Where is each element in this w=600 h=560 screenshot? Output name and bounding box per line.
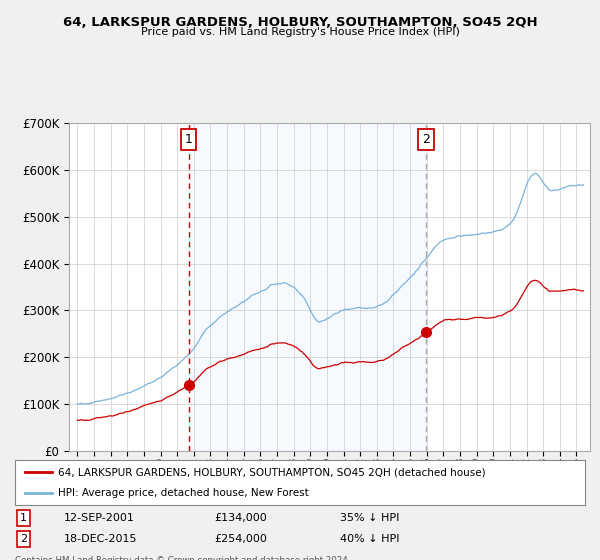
Text: 18-DEC-2015: 18-DEC-2015 (64, 534, 137, 544)
Text: £134,000: £134,000 (215, 513, 267, 522)
Text: Price paid vs. HM Land Registry's House Price Index (HPI): Price paid vs. HM Land Registry's House … (140, 27, 460, 37)
Text: 1: 1 (185, 133, 193, 146)
Text: 64, LARKSPUR GARDENS, HOLBURY, SOUTHAMPTON, SO45 2QH: 64, LARKSPUR GARDENS, HOLBURY, SOUTHAMPT… (62, 16, 538, 29)
Text: 1: 1 (20, 513, 27, 522)
Text: 35% ↓ HPI: 35% ↓ HPI (340, 513, 399, 522)
Text: £254,000: £254,000 (215, 534, 268, 544)
Text: 40% ↓ HPI: 40% ↓ HPI (340, 534, 400, 544)
Bar (189, 123, 426, 451)
Text: 2: 2 (422, 133, 430, 146)
Text: Contains HM Land Registry data © Crown copyright and database right 2024.
This d: Contains HM Land Registry data © Crown c… (15, 556, 350, 560)
Text: 2: 2 (20, 534, 27, 544)
Text: 64, LARKSPUR GARDENS, HOLBURY, SOUTHAMPTON, SO45 2QH (detached house): 64, LARKSPUR GARDENS, HOLBURY, SOUTHAMPT… (58, 468, 485, 478)
Text: 12-SEP-2001: 12-SEP-2001 (64, 513, 134, 522)
Text: HPI: Average price, detached house, New Forest: HPI: Average price, detached house, New … (58, 488, 308, 498)
